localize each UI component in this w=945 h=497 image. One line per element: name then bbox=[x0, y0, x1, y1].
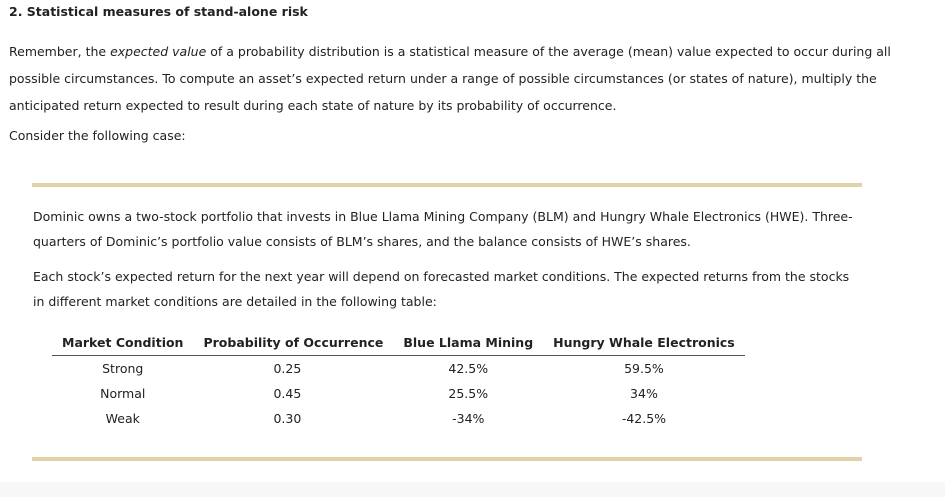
cell-hwe-return: 59.5% bbox=[624, 361, 664, 376]
case-bottom-divider bbox=[32, 457, 862, 461]
consider-text: Consider the following case: bbox=[9, 128, 186, 143]
section-title: 2. Statistical measures of stand-alone r… bbox=[9, 4, 308, 19]
expected-value-term: expected value bbox=[110, 44, 207, 59]
header-market-condition: Market Condition bbox=[52, 331, 194, 356]
table-row: Normal 0.45 25.5% 34% bbox=[52, 381, 745, 406]
header-probability: Probability of Occurrence bbox=[193, 331, 394, 356]
intro-text-end: of a probability distribution is a stati… bbox=[9, 44, 891, 113]
cell-blm-return: 25.5% bbox=[448, 386, 489, 401]
cell-probability: 0.25 bbox=[273, 361, 302, 376]
case-top-divider bbox=[32, 183, 862, 187]
table-header-row: Market Condition Probability of Occurren… bbox=[52, 331, 745, 356]
case-paragraph-portfolio: Dominic owns a two-stock portfolio that … bbox=[33, 209, 853, 249]
cell-condition: Strong bbox=[102, 361, 144, 376]
cell-hwe-return: 34% bbox=[630, 386, 658, 401]
cell-condition: Weak bbox=[105, 411, 140, 426]
cell-blm-return: -34% bbox=[452, 411, 485, 426]
intro-text-start: Remember, the bbox=[9, 44, 111, 59]
table-row: Strong 0.25 42.5% 59.5% bbox=[52, 356, 745, 382]
intro-paragraph: Remember, the expected value of a probab… bbox=[9, 38, 934, 119]
header-blue-llama: Blue Llama Mining bbox=[393, 331, 544, 356]
cell-probability: 0.30 bbox=[273, 411, 302, 426]
cell-blm-return: 42.5% bbox=[448, 361, 489, 376]
header-hungry-whale: Hungry Whale Electronics bbox=[543, 331, 745, 356]
expected-returns-table: Market Condition Probability of Occurren… bbox=[52, 331, 745, 431]
page-bottom-band bbox=[0, 482, 945, 497]
case-paragraph-returns: Each stock’s expected return for the nex… bbox=[33, 269, 850, 309]
cell-condition: Normal bbox=[100, 386, 146, 401]
cell-probability: 0.45 bbox=[273, 386, 302, 401]
cell-hwe-return: -42.5% bbox=[621, 411, 667, 426]
table-row: Weak 0.30 -34% -42.5% bbox=[52, 406, 745, 431]
